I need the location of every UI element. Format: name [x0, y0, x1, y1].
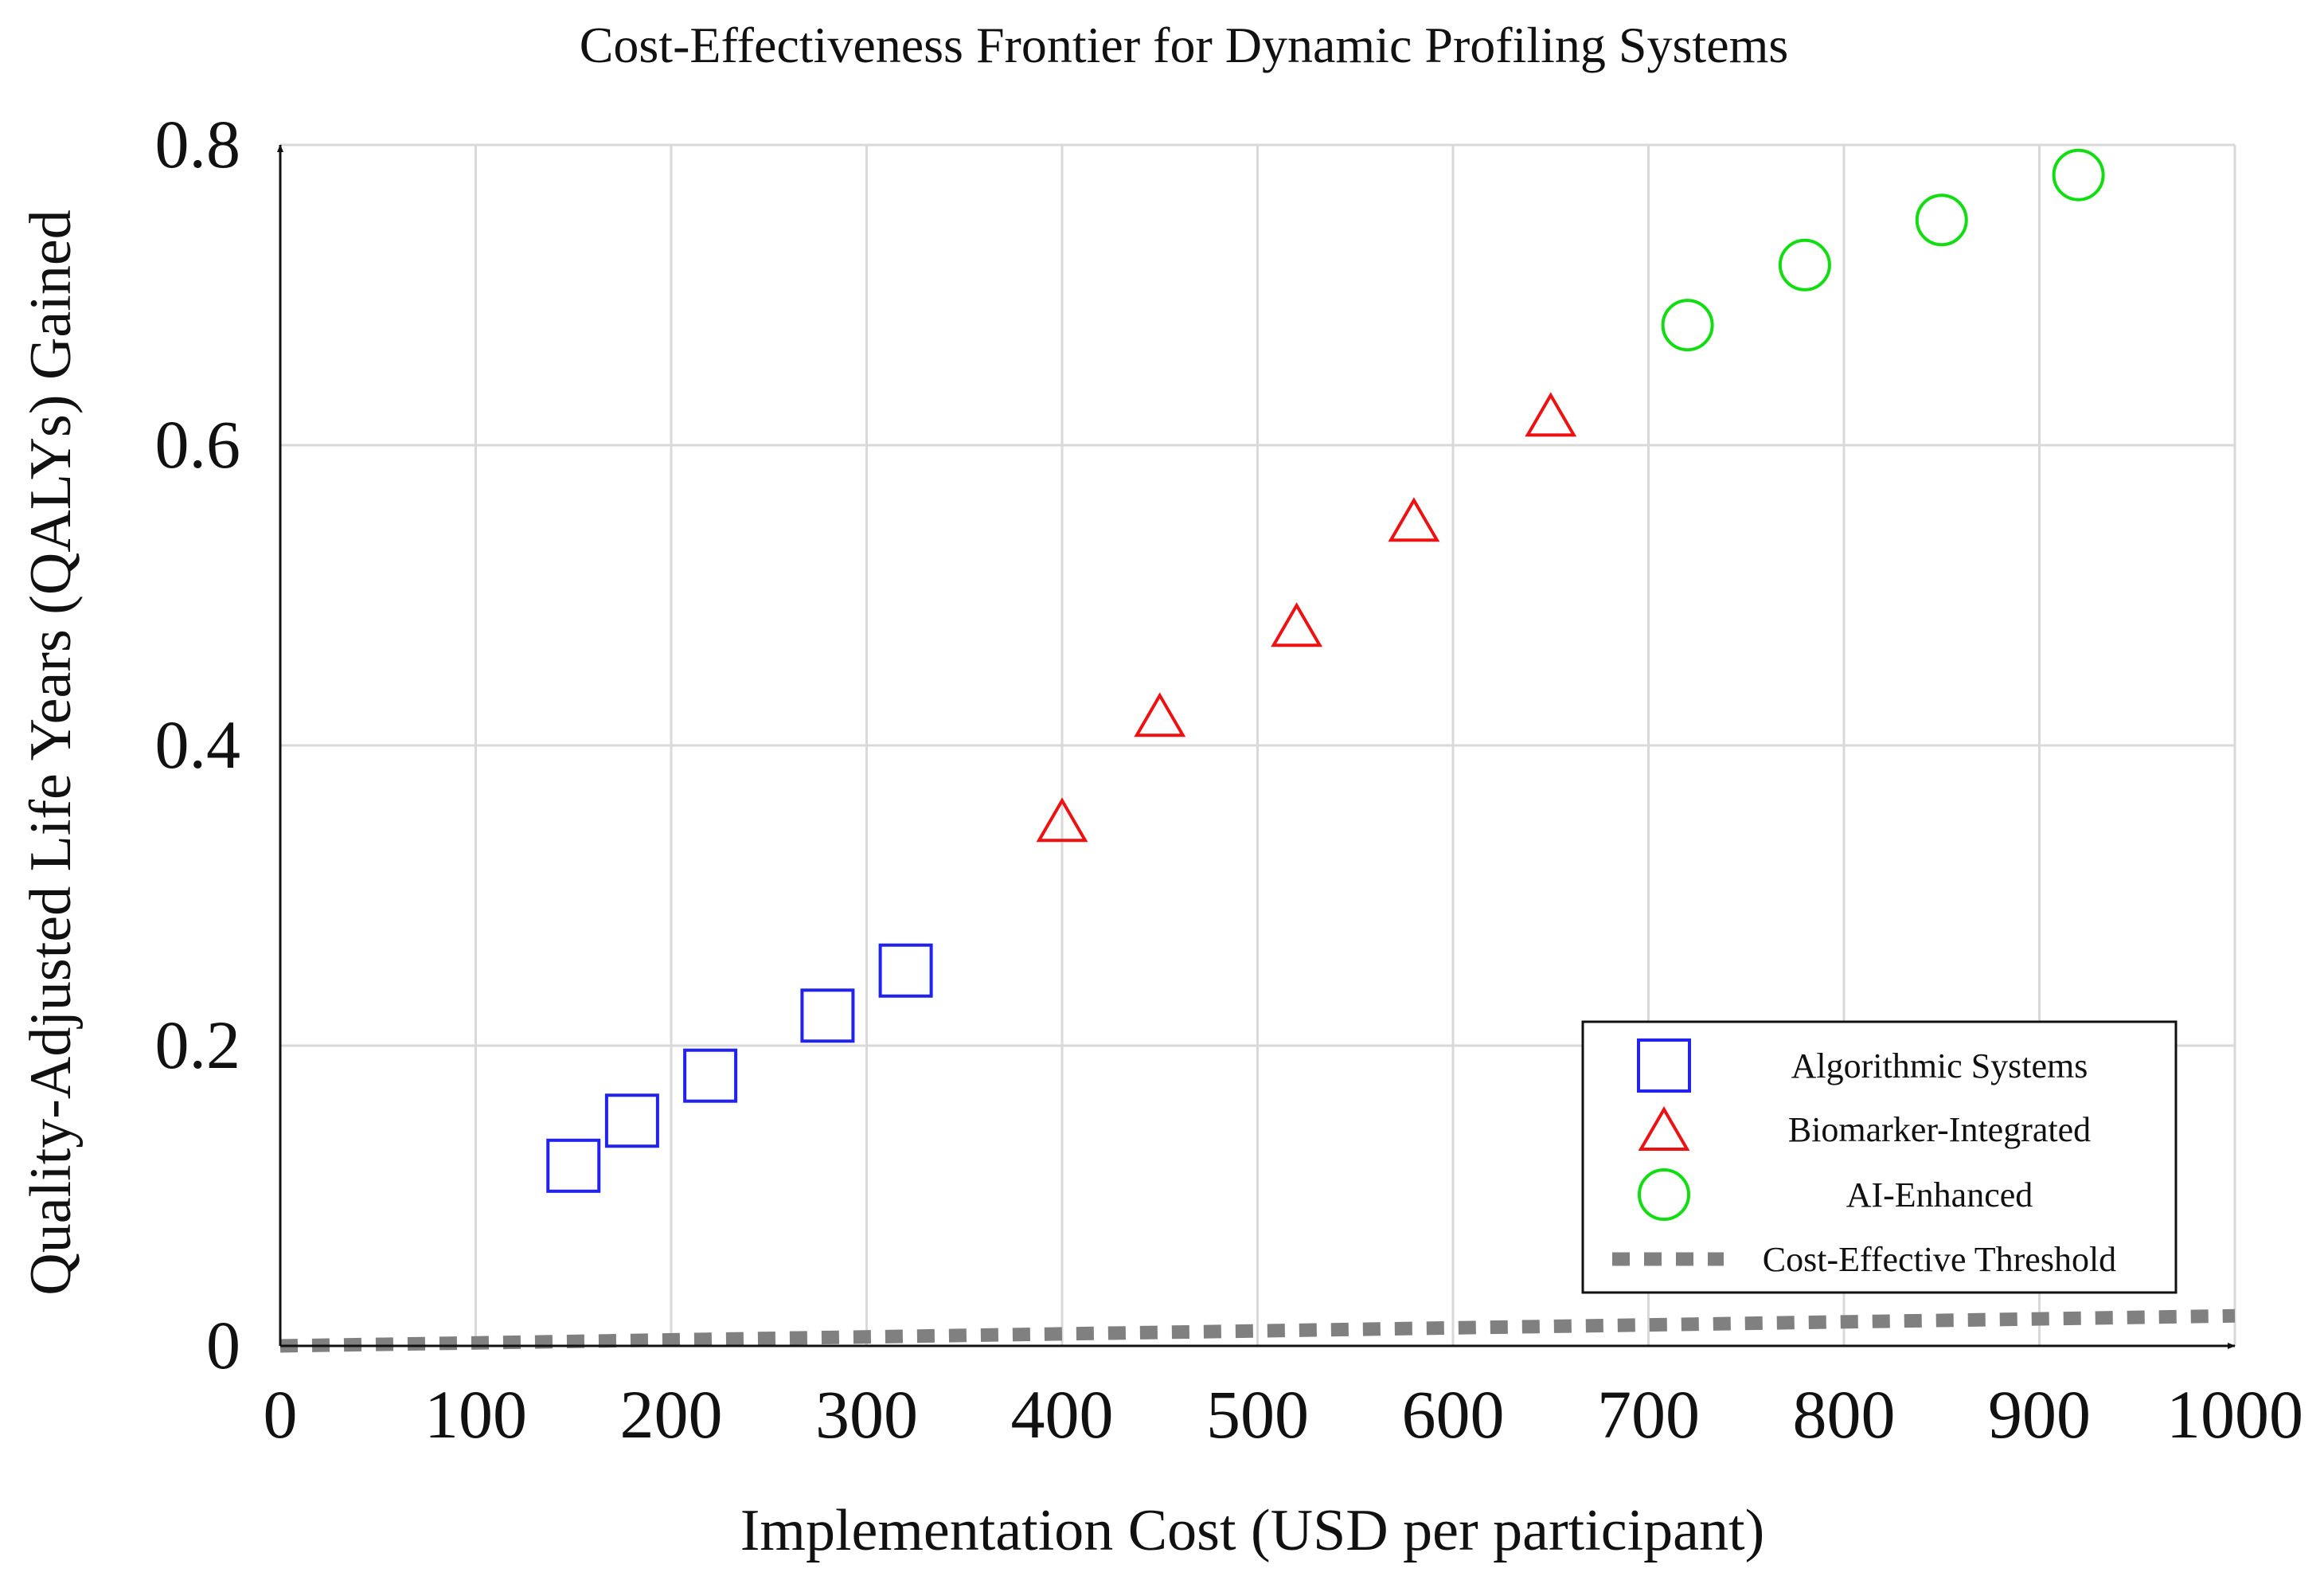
- grid: [280, 143, 2236, 1346]
- triangle-point: [1271, 602, 1323, 647]
- y-tick-label: 0.6: [155, 406, 241, 483]
- square-point: [546, 1138, 601, 1193]
- triangle-point: [1525, 392, 1577, 437]
- legend-marker-triangle: [1638, 1106, 1690, 1151]
- y-tick-label: 0.4: [155, 706, 241, 783]
- x-tick-label: 400: [1011, 1376, 1114, 1453]
- x-tick-label: 600: [1402, 1376, 1505, 1453]
- legend-label: Cost-Effective Threshold: [1763, 1240, 2116, 1279]
- x-tick-label: 1000: [2166, 1376, 2303, 1453]
- x-tick-label: 0: [264, 1376, 298, 1453]
- data-points: [546, 148, 2105, 1193]
- x-tick-label: 500: [1206, 1376, 1309, 1453]
- legend-box: [1581, 1020, 2178, 1294]
- triangle-point: [1036, 797, 1088, 843]
- circle-point: [1661, 299, 1714, 352]
- axes: [277, 144, 2236, 1349]
- x-tick-label: 800: [1793, 1376, 1896, 1453]
- triangle-point: [1134, 692, 1186, 737]
- legend: Algorithmic Systems Biomarker-Integrated A…: [1581, 1020, 2178, 1294]
- x-tick-label: 700: [1597, 1376, 1700, 1453]
- triangle-point: [1388, 497, 1440, 542]
- x-tick-label: 300: [815, 1376, 918, 1453]
- x-tick-labels: 0 100 200 300 400 500 600 700 800 900 1000: [264, 1376, 2304, 1453]
- x-tick-label: 100: [424, 1376, 527, 1453]
- x-tick-label: 200: [620, 1376, 723, 1453]
- square-point: [683, 1048, 738, 1103]
- legend-marker-circle: [1638, 1168, 1690, 1221]
- x-tick-label: 900: [1988, 1376, 2091, 1453]
- threshold-line: [279, 1308, 2236, 1353]
- legend-marker-square: [1637, 1038, 1691, 1093]
- y-tick-label: 0.2: [155, 1007, 241, 1083]
- square-point: [604, 1093, 659, 1148]
- circle-point: [1778, 238, 1831, 291]
- legend-label: Biomarker-Integrated: [1788, 1110, 2091, 1149]
- y-tick-label: 0.8: [155, 106, 241, 182]
- x-axis-title: Implementation Cost (USD per participant…: [740, 1498, 1764, 1563]
- y-tick-labels: 0 0.2 0.4 0.6 0.8: [155, 106, 241, 1383]
- y-tick-label: 0: [206, 1307, 240, 1383]
- square-point: [878, 943, 933, 998]
- y-axis-title: Quality-Adjusted Life Years (QALYs) Gain…: [18, 209, 84, 1295]
- circle-point: [2052, 148, 2105, 201]
- legend-label: AI-Enhanced: [1846, 1175, 2033, 1214]
- circle-point: [1915, 194, 1968, 247]
- legend-label: Algorithmic Systems: [1791, 1046, 2088, 1085]
- square-point: [800, 988, 855, 1043]
- threshold-series: [279, 1308, 2236, 1353]
- chart-title: Cost-Effectiveness Frontier for Dynamic …: [580, 17, 1789, 73]
